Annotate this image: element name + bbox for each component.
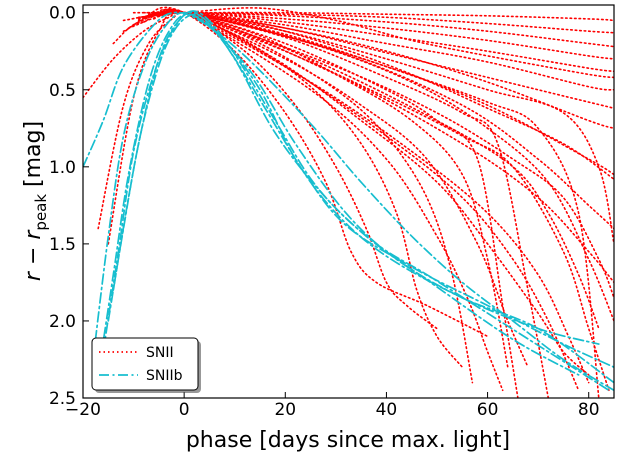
sniib-curve-3: [97, 13, 614, 384]
y-tick-label: 0.5: [49, 81, 76, 101]
x-axis-label: phase [days since max. light]: [186, 428, 510, 453]
y-axis-label-subscript: peak: [32, 194, 50, 231]
snii-curve-13: [153, 11, 600, 398]
y-axis-label: r − rpeak [mag]: [21, 121, 50, 281]
legend-box: [91, 337, 199, 391]
snii-curve-8: [122, 11, 614, 73]
x-axis-ticks: −20 0 20 40 60 80: [65, 392, 600, 420]
legend: SNII SNIIb: [91, 337, 201, 393]
sniib-curve-6: [112, 13, 610, 392]
sniib-curve-5: [107, 10, 580, 376]
sniib-curve-4: [102, 11, 614, 369]
svg-text:r − rpeak [mag]: r − rpeak [mag]: [21, 121, 50, 281]
snii-curve-16: [168, 10, 509, 368]
snii-curve-5: [142, 11, 614, 34]
x-tick-label: 0: [179, 400, 190, 420]
snii-curve-20: [158, 9, 489, 338]
y-axis-ticks: 0.0 0.5 1.0 1.5 2.0 2.5: [49, 4, 89, 409]
snii-curve-21: [137, 10, 590, 376]
snii-curve-27: [168, 9, 610, 392]
y-tick-label: 2.5: [49, 389, 76, 409]
snii-curve-1: [83, 11, 614, 180]
snii-curve-2: [97, 11, 614, 230]
legend-label-sniib: SNIIb: [146, 368, 183, 384]
x-tick-label: −20: [65, 400, 101, 420]
x-tick-label: 20: [274, 400, 296, 420]
x-tick-label: 40: [376, 400, 398, 420]
legend-label-snii: SNII: [146, 345, 174, 361]
plot-curves: [83, 6, 614, 398]
y-tick-label: 1.0: [49, 158, 76, 178]
sniib-curve-1: [83, 11, 614, 392]
y-axis-label-base: r − r: [21, 229, 46, 281]
x-tick-label: 60: [477, 400, 499, 420]
snii-curve-12: [163, 10, 614, 245]
y-axis-label-unit: [mag]: [21, 121, 46, 194]
snii-curve-15: [142, 10, 519, 398]
x-tick-label: 80: [578, 400, 600, 420]
sniib-curve-2: [92, 11, 600, 361]
y-tick-label: 1.5: [49, 235, 76, 255]
snii-curve-23: [153, 8, 590, 384]
snii-curve-14: [158, 10, 550, 398]
snii-curve-31: [137, 10, 614, 322]
snii-curve-19: [147, 10, 438, 330]
y-tick-label: 2.0: [49, 312, 76, 332]
snii-curve-17: [153, 10, 474, 384]
snii-curve-28: [158, 8, 529, 368]
y-tick-label: 0.0: [49, 4, 76, 24]
plot-frame: [82, 4, 615, 399]
